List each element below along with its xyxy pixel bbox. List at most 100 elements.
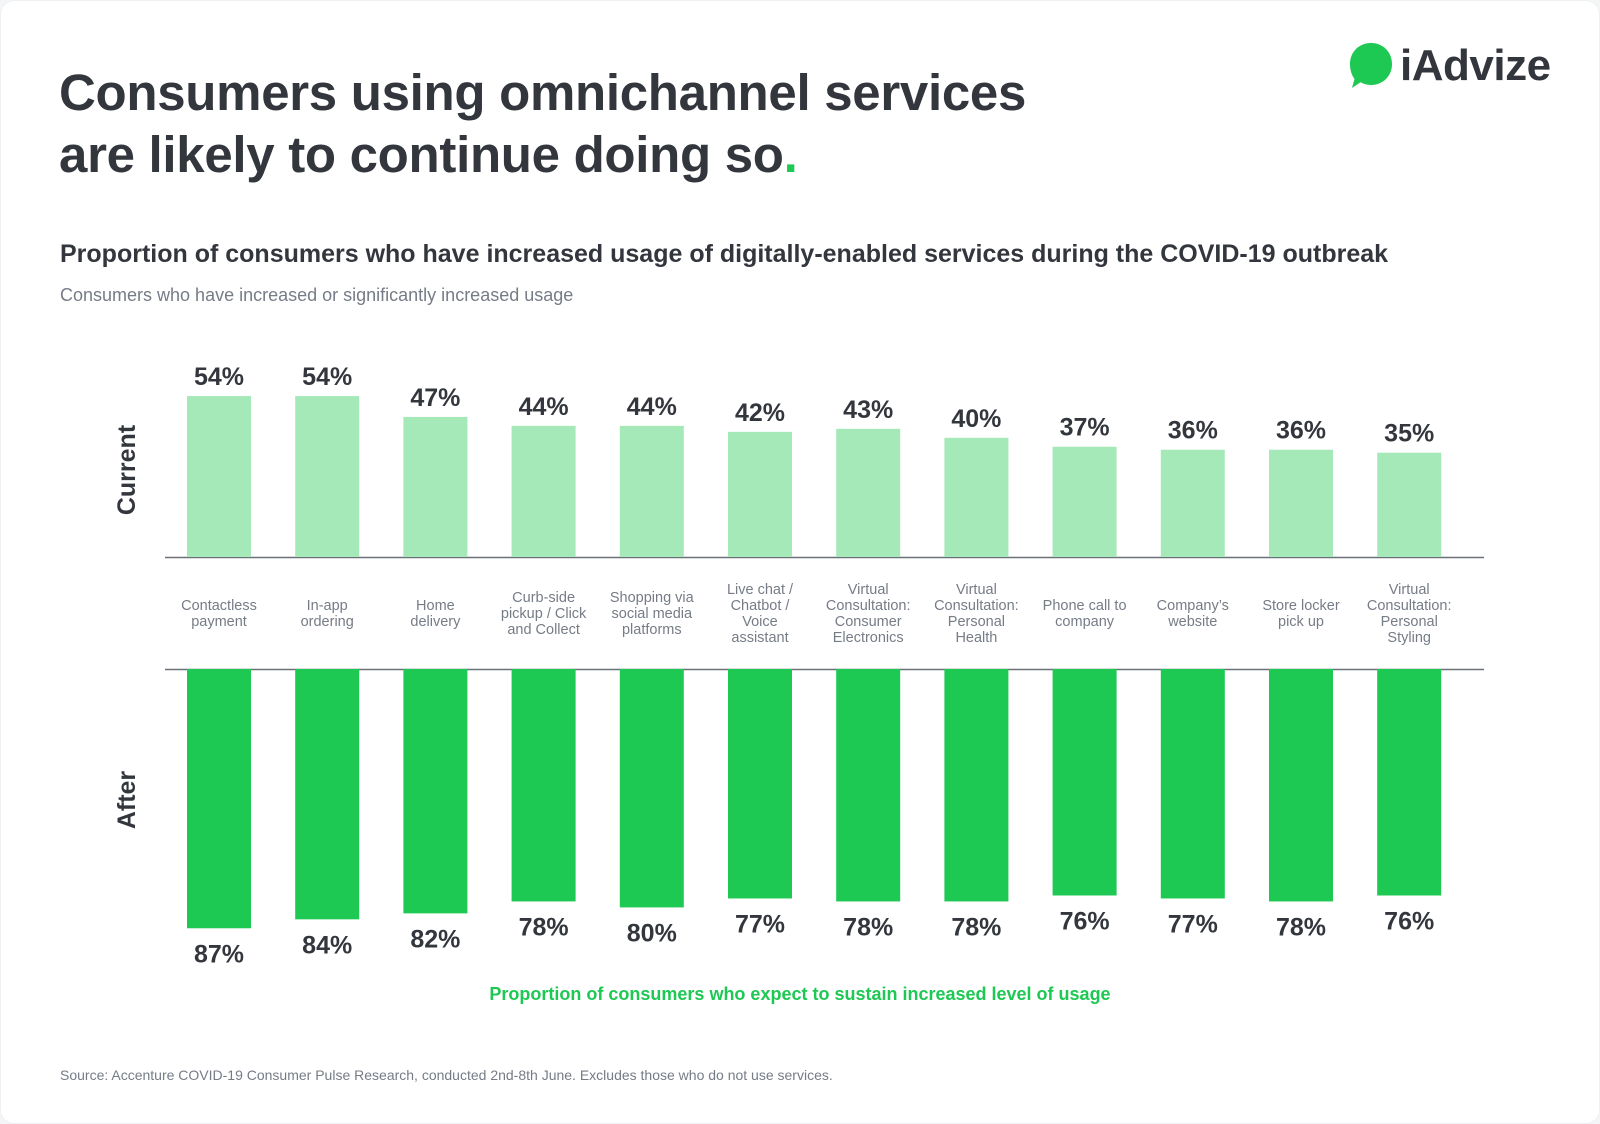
category-label-line: Home — [416, 598, 455, 614]
data-label-after-8: 76% — [1060, 907, 1110, 935]
title-accent-dot: . — [783, 126, 798, 183]
bar-after-8 — [1052, 669, 1117, 896]
data-label-current-1: 54% — [302, 363, 352, 391]
category-label-line: Personal — [948, 614, 1005, 630]
title-line-2: are likely to continue doing so — [59, 126, 784, 183]
data-label-after-5: 77% — [735, 910, 785, 938]
bar-current-1 — [295, 396, 360, 557]
category-label-2: Home delivery — [410, 598, 461, 630]
category-label-line: assistant — [731, 630, 788, 646]
category-label-line: delivery — [410, 614, 461, 630]
category-label-line: Virtual — [848, 582, 889, 598]
bar-current-3 — [511, 425, 576, 557]
bar-current-8 — [1052, 446, 1117, 557]
category-label-8: Phone call to company — [1043, 598, 1127, 630]
category-label-line: In-app — [307, 598, 348, 614]
data-label-current-6: 43% — [843, 396, 893, 424]
category-label-line: Chatbot / — [731, 598, 791, 614]
bar-after-2 — [403, 669, 468, 914]
bar-current-6 — [836, 428, 901, 557]
category-label-line: Styling — [1387, 630, 1431, 646]
category-label-line: Consultation: — [934, 598, 1019, 614]
category-label-9: Company’s website — [1157, 598, 1229, 630]
chart-subtitle: Proportion of consumers who have increas… — [60, 240, 1389, 268]
series-label-after: After — [113, 771, 141, 830]
category-label-line: Phone call to — [1043, 598, 1127, 614]
title-line-1: Consumers using omnichannel services — [59, 64, 1027, 121]
category-label-line: Curb-side — [512, 590, 575, 606]
bar-current-7 — [944, 437, 1009, 557]
category-label-line: Consultation: — [826, 598, 911, 614]
category-label-line: company — [1055, 614, 1115, 630]
source-note: Source: Accenture COVID-19 Consumer Puls… — [60, 1067, 833, 1083]
chat-bubble-icon — [1350, 43, 1392, 88]
bar-after-7 — [944, 669, 1009, 902]
bar-current-10 — [1269, 449, 1333, 557]
category-label-line: and Collect — [507, 622, 580, 638]
category-label-line: Health — [955, 630, 997, 646]
data-label-after-0: 87% — [194, 940, 244, 968]
category-label-line: Store locker — [1262, 598, 1340, 614]
bar-after-0 — [187, 669, 251, 929]
category-label-line: Consumer — [835, 614, 902, 630]
data-label-current-10: 36% — [1276, 417, 1326, 445]
category-label-line: payment — [191, 614, 247, 630]
data-label-current-2: 47% — [410, 384, 460, 412]
category-label-line: pickup / Click — [501, 606, 587, 622]
series-label-current: Current — [113, 424, 141, 515]
data-label-after-7: 78% — [951, 913, 1001, 941]
bar-current-5 — [728, 431, 792, 557]
category-label-line: Live chat / — [727, 582, 794, 598]
bar-after-10 — [1269, 669, 1333, 902]
bar-after-9 — [1160, 669, 1225, 899]
category-label-6: Virtual Consultation: Consumer Electronics — [826, 582, 911, 646]
data-label-current-3: 44% — [519, 393, 569, 421]
category-label-4: Shopping via social media platforms — [610, 590, 695, 638]
data-label-current-0: 54% — [194, 363, 244, 391]
category-label-line: Company’s — [1157, 598, 1229, 614]
data-label-after-6: 78% — [843, 913, 893, 941]
logo-wordmark: iAdvize — [1400, 41, 1551, 90]
category-label-5: Live chat / Chatbot / Voice assistant — [727, 582, 794, 646]
category-label-line: pick up — [1278, 614, 1324, 630]
category-label-line: Contactless — [181, 598, 257, 614]
category-label-3: Curb-side pickup / Click and Collect — [501, 590, 587, 638]
bar-after-3 — [511, 669, 576, 902]
category-label-11: Virtual Consultation: Personal Styling — [1367, 582, 1452, 646]
data-label-after-2: 82% — [410, 925, 460, 953]
iadvize-logo: iAdvize — [1348, 38, 1551, 94]
data-label-after-4: 80% — [627, 919, 677, 947]
data-label-after-3: 78% — [519, 913, 569, 941]
category-label-line: social media — [612, 606, 694, 622]
data-label-after-10: 78% — [1276, 913, 1326, 941]
category-label-10: Store locker pick up — [1262, 598, 1340, 630]
category-label-7: Virtual Consultation: Personal Health — [934, 582, 1019, 646]
bar-after-4 — [619, 669, 684, 908]
category-label-line: platforms — [622, 622, 682, 638]
category-label-line: Shopping via — [610, 590, 695, 606]
category-label-line: ordering — [301, 614, 354, 630]
data-label-current-5: 42% — [735, 399, 785, 427]
bar-current-4 — [619, 425, 684, 557]
data-label-current-8: 37% — [1060, 414, 1110, 442]
category-label-line: Voice — [742, 614, 777, 630]
data-label-current-9: 36% — [1168, 417, 1218, 445]
data-label-after-1: 84% — [302, 931, 352, 959]
category-label-0: Contactless payment — [181, 598, 257, 630]
category-label-line: Electronics — [833, 630, 904, 646]
chart-subnote: Consumers who have increased or signific… — [60, 285, 574, 305]
category-label-line: Personal — [1381, 614, 1438, 630]
bar-after-11 — [1377, 669, 1442, 896]
data-label-after-11: 76% — [1384, 907, 1434, 935]
after-caption: Proportion of consumers who expect to su… — [489, 984, 1111, 1004]
category-label-line: Virtual — [956, 582, 997, 598]
data-label-current-7: 40% — [951, 405, 1001, 433]
bar-after-1 — [295, 669, 360, 920]
data-label-current-11: 35% — [1384, 420, 1434, 448]
data-label-after-9: 77% — [1168, 910, 1218, 938]
bar-current-11 — [1377, 452, 1442, 557]
bar-after-5 — [728, 669, 792, 899]
data-label-current-4: 44% — [627, 393, 677, 421]
